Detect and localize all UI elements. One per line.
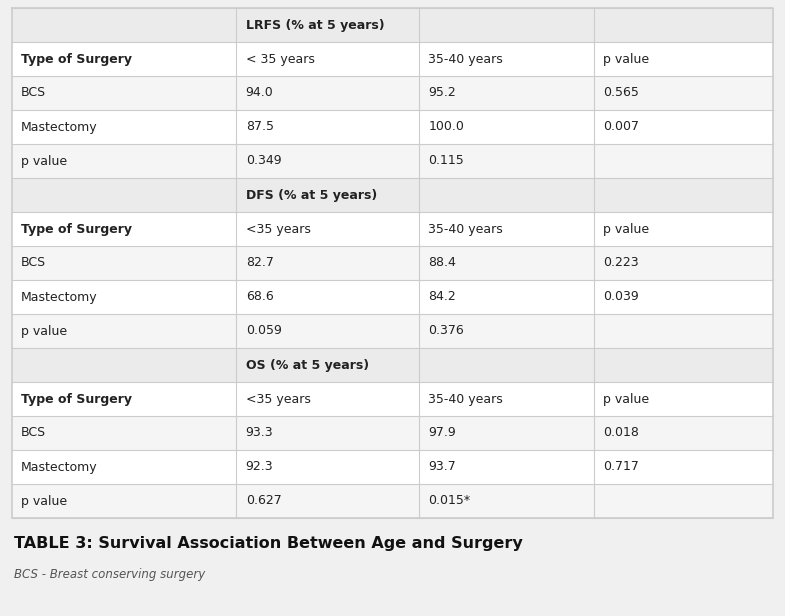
Bar — [12, 382, 773, 416]
Text: 95.2: 95.2 — [429, 86, 456, 100]
Bar — [12, 178, 773, 212]
Text: 0.717: 0.717 — [604, 461, 639, 474]
Text: DFS (% at 5 years): DFS (% at 5 years) — [246, 188, 377, 201]
Bar — [12, 8, 773, 518]
Text: 87.5: 87.5 — [246, 121, 274, 134]
Text: Mastectomy: Mastectomy — [21, 121, 98, 134]
Bar — [12, 8, 773, 42]
Text: <35 years: <35 years — [246, 392, 311, 405]
Text: BCS - Breast conserving surgery: BCS - Breast conserving surgery — [14, 568, 205, 581]
Text: p value: p value — [21, 325, 68, 338]
Bar — [12, 42, 773, 76]
Text: p value: p value — [21, 495, 68, 508]
Text: 0.059: 0.059 — [246, 325, 282, 338]
Text: 82.7: 82.7 — [246, 256, 273, 270]
Text: BCS: BCS — [21, 86, 46, 100]
Text: 93.3: 93.3 — [246, 426, 273, 439]
Bar — [12, 450, 773, 484]
Text: 92.3: 92.3 — [246, 461, 273, 474]
Text: 0.223: 0.223 — [604, 256, 639, 270]
Text: p value: p value — [604, 222, 649, 235]
Bar — [12, 348, 773, 382]
Text: OS (% at 5 years): OS (% at 5 years) — [246, 359, 369, 371]
Bar — [12, 212, 773, 246]
Text: LRFS (% at 5 years): LRFS (% at 5 years) — [246, 18, 384, 31]
Text: 0.039: 0.039 — [604, 291, 639, 304]
Text: Mastectomy: Mastectomy — [21, 461, 98, 474]
Text: Type of Surgery: Type of Surgery — [21, 222, 132, 235]
Text: Type of Surgery: Type of Surgery — [21, 392, 132, 405]
Text: 0.627: 0.627 — [246, 495, 281, 508]
Bar — [12, 314, 773, 348]
Bar — [12, 76, 773, 110]
Text: p value: p value — [604, 52, 649, 65]
Text: 35-40 years: 35-40 years — [429, 392, 503, 405]
Bar — [12, 110, 773, 144]
Text: 100.0: 100.0 — [429, 121, 464, 134]
Text: 0.565: 0.565 — [604, 86, 639, 100]
Text: 93.7: 93.7 — [429, 461, 456, 474]
Text: 35-40 years: 35-40 years — [429, 222, 503, 235]
Text: 35-40 years: 35-40 years — [429, 52, 503, 65]
Bar — [12, 246, 773, 280]
Text: BCS: BCS — [21, 256, 46, 270]
Text: < 35 years: < 35 years — [246, 52, 315, 65]
Text: p value: p value — [21, 155, 68, 168]
Text: 0.349: 0.349 — [246, 155, 281, 168]
Text: p value: p value — [604, 392, 649, 405]
Text: 0.015*: 0.015* — [429, 495, 470, 508]
Bar — [12, 280, 773, 314]
Text: 68.6: 68.6 — [246, 291, 273, 304]
Text: TABLE 3: Survival Association Between Age and Surgery: TABLE 3: Survival Association Between Ag… — [14, 536, 523, 551]
Text: 0.018: 0.018 — [604, 426, 639, 439]
Text: 0.115: 0.115 — [429, 155, 464, 168]
Text: 94.0: 94.0 — [246, 86, 273, 100]
Text: 0.007: 0.007 — [604, 121, 639, 134]
Text: Type of Surgery: Type of Surgery — [21, 52, 132, 65]
Bar — [12, 144, 773, 178]
Text: 84.2: 84.2 — [429, 291, 456, 304]
Text: Mastectomy: Mastectomy — [21, 291, 98, 304]
Text: 88.4: 88.4 — [429, 256, 456, 270]
Text: <35 years: <35 years — [246, 222, 311, 235]
Bar — [12, 416, 773, 450]
Text: 97.9: 97.9 — [429, 426, 456, 439]
Text: 0.376: 0.376 — [429, 325, 464, 338]
Text: BCS: BCS — [21, 426, 46, 439]
Bar — [12, 484, 773, 518]
